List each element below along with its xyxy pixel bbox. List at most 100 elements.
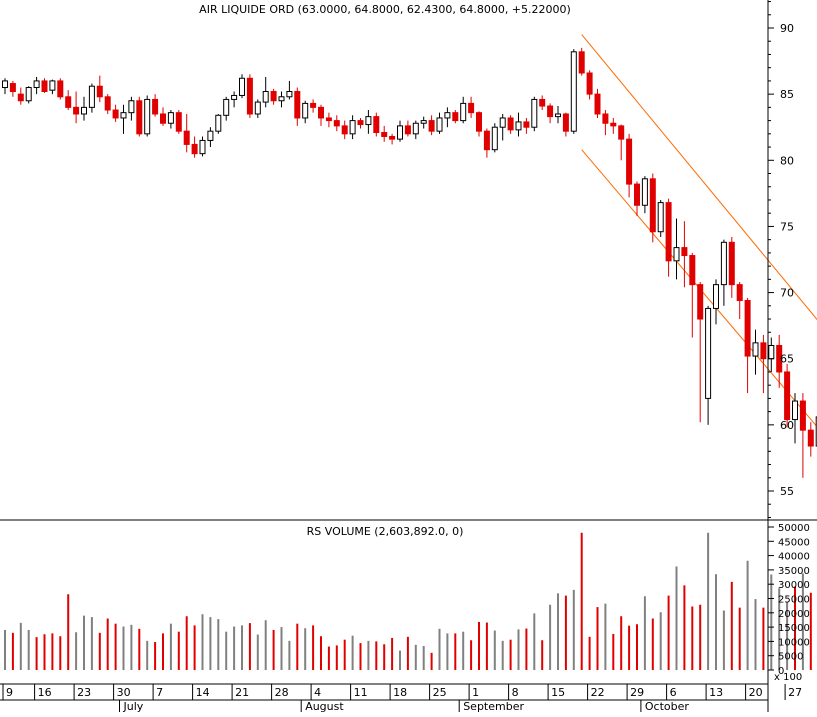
candle-body (650, 179, 655, 232)
day-label: 11 (354, 686, 368, 699)
price-tick-label: 70 (780, 287, 794, 300)
candle-body (382, 133, 387, 137)
candle-body (785, 372, 790, 420)
candle-body (216, 115, 221, 131)
candle-body (627, 139, 632, 184)
price-chart-title: AIR LIQUIDE ORD (63.0000, 64.8000, 62.43… (199, 3, 571, 16)
volume-scale-label: x 100 (774, 672, 802, 683)
day-label: 18 (393, 686, 407, 699)
volume-tick-label: 10000 (778, 637, 810, 648)
candle-body (690, 256, 695, 285)
candle-body (66, 97, 71, 108)
candle-body (263, 91, 268, 102)
candle-body (737, 285, 742, 301)
candle-body (50, 81, 55, 90)
candle-body (295, 91, 300, 117)
candle-body (571, 52, 576, 131)
candle-body (405, 126, 410, 134)
candle-body (390, 136, 395, 139)
day-label: 4 (314, 686, 321, 699)
candle-body (240, 78, 245, 95)
candle-body (326, 118, 331, 121)
candle-body (10, 84, 15, 92)
volume-tick-label: 30000 (778, 580, 810, 591)
candle-body (342, 126, 347, 134)
candle-body (445, 113, 450, 118)
month-label: September (463, 700, 524, 712)
candle-body (303, 103, 308, 118)
price-tick-label: 75 (780, 220, 794, 233)
volume-tick-label: 20000 (778, 609, 810, 620)
candle-body (366, 117, 371, 125)
candle-body (358, 121, 363, 125)
candle-body (255, 102, 260, 114)
day-label: 14 (196, 686, 210, 699)
candle-body (469, 103, 474, 112)
volume-tick-label: 45000 (778, 537, 810, 548)
day-label: 6 (670, 686, 677, 699)
month-label: August (305, 700, 344, 712)
candle-body (492, 127, 497, 149)
candle-body (192, 144, 197, 153)
candle-body (706, 308, 711, 398)
candle-body (350, 121, 355, 134)
day-label: 7 (156, 686, 163, 699)
candle-body (168, 113, 173, 124)
day-label: 23 (77, 686, 91, 699)
candle-body (200, 140, 205, 153)
candle-body (603, 114, 608, 123)
day-label: 8 (512, 686, 519, 699)
candle-body (714, 285, 719, 309)
candle-body (793, 401, 798, 420)
candle-body (666, 203, 671, 261)
day-label: 29 (630, 686, 644, 699)
candle-body (682, 248, 687, 256)
candle-body (97, 86, 102, 97)
day-label: 15 (551, 686, 565, 699)
candle-body (184, 131, 189, 144)
price-tick-label: 85 (780, 88, 794, 101)
candle-body (595, 94, 600, 114)
day-label: 25 (433, 686, 447, 699)
day-label: 1 (472, 686, 479, 699)
candle-body (721, 242, 726, 284)
volume-tick-label: 5000 (778, 652, 803, 663)
candle-body (89, 86, 94, 107)
candle-body (453, 113, 458, 121)
price-tick-label: 55 (780, 485, 794, 498)
volume-tick-label: 40000 (778, 552, 810, 563)
candle-body (642, 179, 647, 205)
candle-body (42, 81, 47, 92)
candle-body (224, 99, 229, 115)
candle-body (145, 99, 150, 133)
candle-body (271, 91, 276, 100)
candle-body (58, 81, 63, 97)
candle-body (161, 114, 166, 123)
candle-body (176, 113, 181, 132)
candle-body (461, 103, 466, 120)
candle-body (500, 118, 505, 127)
candle-body (674, 248, 679, 261)
candle-body (587, 73, 592, 94)
candle-body (3, 81, 8, 88)
candle-body (311, 103, 316, 107)
candle-body (247, 78, 252, 114)
month-label: October (645, 700, 689, 712)
candle-body (524, 122, 529, 127)
candle-body (374, 117, 379, 133)
volume-tick-label: 15000 (778, 623, 810, 634)
day-label: 21 (235, 686, 249, 699)
day-label: 30 (117, 686, 131, 699)
candle-body (563, 114, 568, 131)
candle-body (82, 107, 87, 114)
candle-body (74, 107, 79, 114)
candle-body (808, 430, 813, 446)
candle-body (18, 94, 23, 101)
price-tick-label: 60 (780, 419, 794, 432)
day-label: 9 (6, 686, 13, 699)
candle-body (287, 91, 292, 96)
candle-body (129, 101, 134, 113)
